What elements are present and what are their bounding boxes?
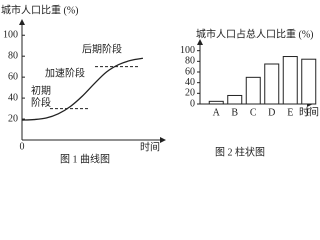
y-tick-label: 40 [185, 77, 195, 88]
y-tick-label: 20 [185, 88, 195, 99]
chart-title: 城市人口占总人口比重 (%) [196, 27, 314, 40]
bar [264, 63, 280, 105]
x-axis-label: 时间 [140, 140, 160, 153]
y-tick-label: 60 [185, 66, 195, 77]
y-tick-label: 20 [8, 113, 18, 124]
caption: 图 1 曲线图 [60, 152, 110, 165]
y-tick-label: 60 [8, 71, 18, 82]
stage-label: 初期阶段 [31, 84, 51, 109]
y-tick-label: 100 [180, 45, 195, 56]
curve [21, 57, 144, 121]
bar [282, 56, 298, 105]
stage-label: 加速阶段 [45, 66, 85, 79]
x-axis-label: 时间 [299, 105, 319, 118]
y-tick-label: 40 [8, 92, 18, 103]
bar [301, 58, 317, 105]
chart-title: 城市人口比重 (%) [1, 3, 79, 16]
x-tick-label: C [250, 107, 257, 118]
y-tick-label: 80 [185, 56, 195, 67]
bar [227, 94, 243, 105]
x-tick-label: A [213, 107, 221, 118]
y-tick-label: 0 [190, 98, 195, 109]
page: 城市人口比重 (%) 20 40 60 80 100 0 时间 初期阶段 加速阶段 后期阶段图 1 … [1, 3, 319, 166]
bar [245, 76, 261, 105]
bar [208, 100, 224, 105]
x-tick-label: F [306, 107, 312, 118]
stage-label: 后期阶段 [82, 42, 122, 55]
x-tick-label: B [231, 107, 238, 118]
caption: 图 2 柱状图 [215, 145, 265, 158]
y-tick-label: 80 [8, 50, 18, 61]
y-tick-label: 100 [3, 30, 18, 41]
x-tick-label: 0 [20, 141, 25, 152]
x-tick-label: E [287, 107, 293, 118]
x-tick-label: D [268, 107, 275, 118]
